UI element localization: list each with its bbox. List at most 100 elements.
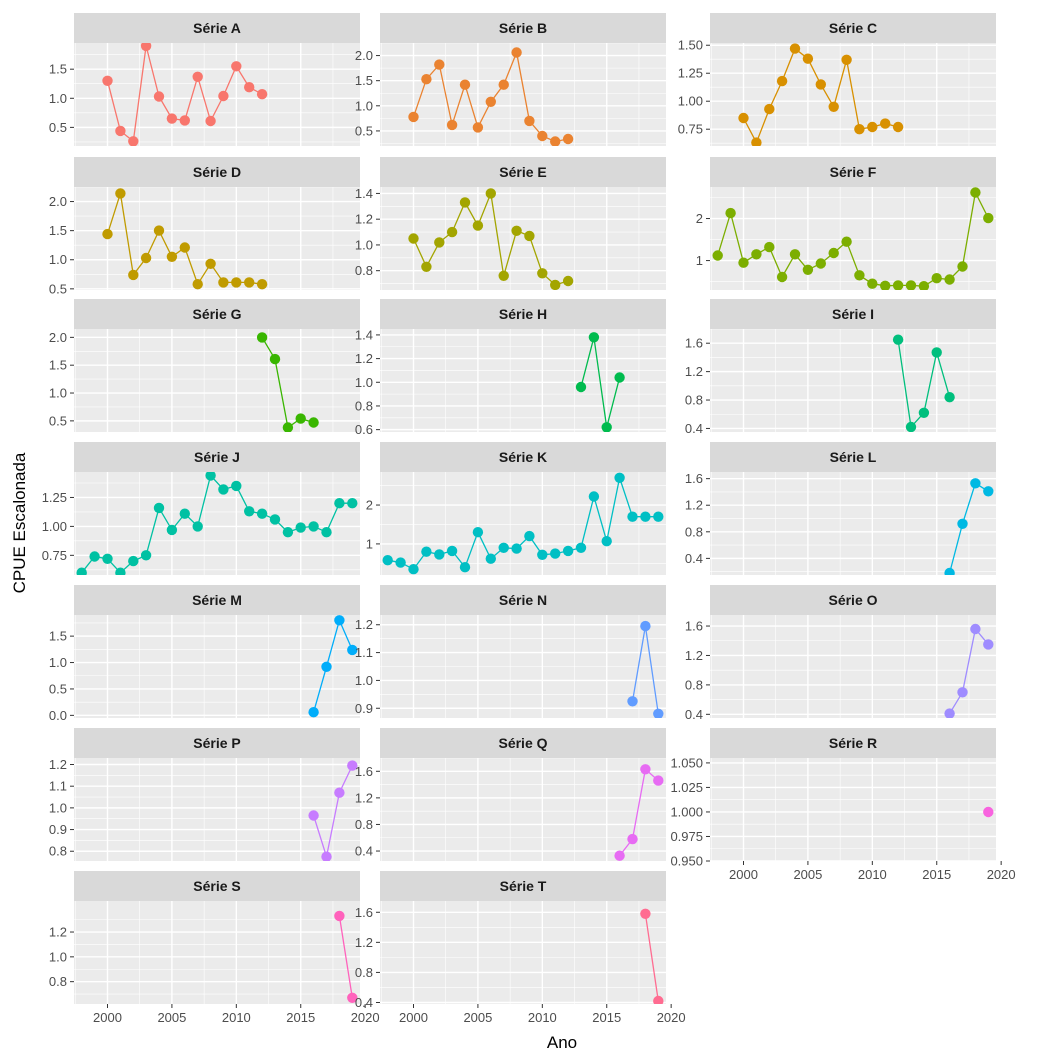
x-tick-label: 2015 [592,1010,621,1025]
data-point [256,279,268,290]
y-tick-label: 0.8 [685,677,703,692]
data-point [192,521,203,532]
facet-serie-g: Série G 0.5 1.0 1.5 2.0 [49,299,360,432]
panel-background [710,329,996,432]
plot-area [380,901,666,1004]
y-tick-label: 0.75 [678,122,703,137]
data-point [282,527,294,538]
y-tick-label: 1.0 [49,386,67,401]
facet-strip [380,299,666,329]
data-point [128,136,139,146]
data-point [282,422,294,432]
series-line [312,618,353,713]
data-point [498,542,509,553]
data-point [905,421,917,432]
data-point [802,264,814,275]
facet-title: Série I [832,306,874,322]
data-point [627,696,638,707]
facet-serie-i: Série I 0.4 0.8 1.2 1.6 [685,299,996,436]
y-tick-label: 1.5 [49,62,67,77]
data-point [153,225,165,236]
y-tick-label: 0.975 [670,829,703,844]
facet-strip [74,442,360,472]
plot-area [74,615,360,718]
x-tick-label: 2005 [157,1010,186,1025]
plot-area [710,615,996,718]
y-tick-label: 1.2 [355,790,373,805]
y-tick-label: 0.0 [49,708,67,723]
data-point [575,542,587,553]
x-tick-label: 2000 [729,867,758,882]
facet-serie-m: Série M 0.0 0.5 1.0 1.5 [49,585,360,723]
data-point [764,241,775,253]
data-point [970,623,981,635]
data-point [562,275,574,287]
y-tick-label: 1.5 [49,629,67,644]
data-point [712,250,723,261]
x-tick-label: 2010 [222,1010,251,1025]
data-point [983,212,994,224]
data-point [334,787,345,798]
data-point [918,281,930,290]
data-point [575,381,587,393]
data-point [269,514,281,525]
y-tick-label: 1.2 [355,935,373,950]
data-point [408,111,419,123]
facet-serie-l: Série L 0.4 0.8 1.2 1.6 [685,442,996,575]
data-point [524,115,535,127]
facet-title: Série N [499,592,547,608]
y-tick-label: 1.0 [355,673,373,688]
data-point [640,620,651,632]
y-tick-label: 1.50 [678,38,703,53]
data-point [627,511,638,522]
y-tick-label: 1.2 [685,364,703,379]
data-point [347,498,358,509]
data-point [511,543,522,554]
data-point [498,79,509,90]
data-point [446,545,458,557]
y-tick-label: 0.4 [685,551,703,566]
y-tick-label: 1.000 [670,804,703,819]
data-point [970,478,981,489]
y-tick-label: 1.025 [670,780,703,795]
data-point [408,564,419,575]
data-point [472,220,484,231]
facet-serie-o: Série O 0.4 0.8 1.2 1.6 [685,585,996,722]
facet-title: Série C [829,20,877,36]
data-point [751,249,762,260]
data-point [524,530,535,542]
data-point [640,511,651,522]
data-point [421,261,432,272]
data-point [244,277,255,288]
data-point [321,851,332,861]
facet-strip [380,585,666,615]
y-tick-label: 1.2 [355,212,373,227]
data-point [485,96,496,108]
data-point [802,53,814,64]
data-point [841,54,852,65]
data-point [892,280,904,290]
plot-area [380,758,666,861]
data-point [179,508,190,519]
plot-area [74,472,360,575]
data-point [764,103,775,115]
facet-serie-d: Série D 0.5 1.0 1.5 2.0 [49,157,360,296]
data-point [957,261,968,272]
x-tick-label: 2020 [351,1010,380,1025]
data-point [983,639,994,650]
panel-background [380,472,666,575]
data-point [421,546,432,557]
data-point [102,75,113,87]
data-point [153,91,165,102]
data-point [892,334,904,345]
data-point [231,277,242,288]
data-point [308,521,319,532]
y-tick-label: 1.0 [355,98,373,113]
y-tick-label: 1.25 [42,490,67,505]
y-tick-label: 1.5 [355,73,373,88]
y-tick-label: 0.5 [49,413,67,428]
data-point [841,236,852,247]
facet-title: Série H [499,306,547,322]
data-point [614,850,625,861]
data-point [498,270,509,281]
